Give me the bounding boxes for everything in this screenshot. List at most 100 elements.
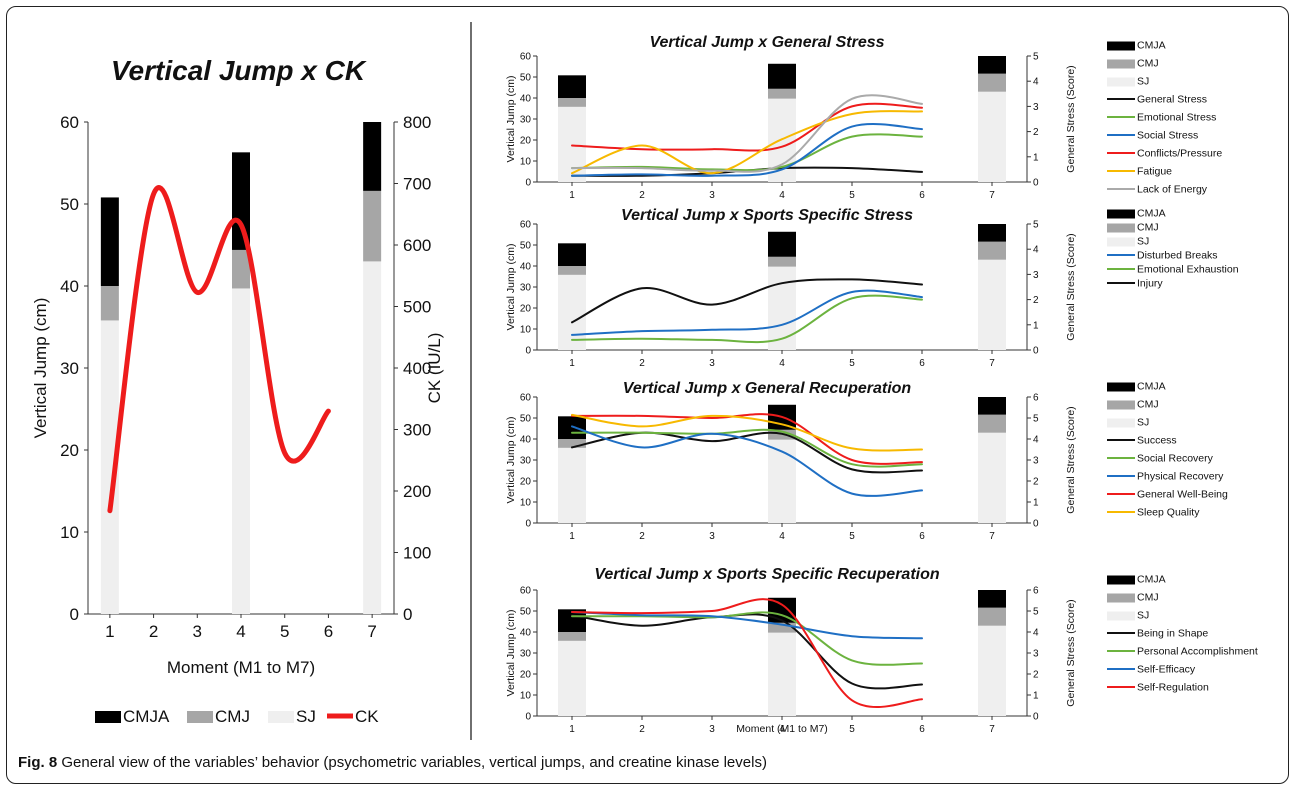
legend-swatch-sj — [1107, 611, 1135, 621]
y-axis-title: Vertical Jump (cm) — [505, 610, 517, 697]
y2-tick-label: 700 — [403, 174, 431, 193]
y-tick-label: 30 — [520, 283, 532, 294]
legend-label: CMJ — [1137, 399, 1159, 411]
legend-label: Lack of Energy — [1137, 184, 1208, 196]
y2-tick-label: 500 — [403, 297, 431, 316]
caption-label: Fig. 8 — [18, 754, 58, 771]
y-tick-label: 40 — [520, 262, 532, 273]
x-tick-label: 5 — [849, 531, 855, 542]
y2-axis-title: General Stress (Score) — [1065, 599, 1077, 706]
x-tick-label: 4 — [779, 190, 785, 201]
legend-swatch-cmj — [187, 711, 213, 723]
bar-cmja-m4 — [768, 231, 796, 257]
bar-cmj-m1 — [558, 266, 586, 275]
bar-cmja-m1 — [558, 609, 586, 632]
y-axis-title: Vertical Jump (cm) — [505, 244, 517, 331]
legend-label: CMJA — [1137, 40, 1166, 52]
bar-sj-m4 — [768, 632, 796, 716]
y-tick-label: 60 — [60, 113, 79, 132]
x-tick-label: 3 — [709, 724, 715, 735]
legend-swatch-cmja — [1107, 382, 1135, 392]
legend-swatch-cmja — [1107, 575, 1135, 585]
bar-cmja-m4 — [232, 152, 250, 250]
bar-cmja-m7 — [978, 590, 1006, 608]
x-tick-label: 7 — [989, 531, 995, 542]
y2-tick-label: 6 — [1033, 586, 1039, 597]
y2-tick-label: 0 — [403, 605, 412, 624]
bar-cmja-m1 — [558, 75, 586, 98]
bar-sj-m4 — [768, 266, 796, 350]
y-tick-label: 10 — [520, 691, 532, 702]
bar-cmja-m7 — [363, 122, 382, 191]
x-tick-label: 6 — [919, 358, 925, 369]
y-tick-label: 10 — [520, 157, 532, 168]
chart-legend: CMJA CMJ SJ Being in Shape Personal Accompli… — [1107, 574, 1258, 694]
legend-swatch-sj — [1107, 77, 1135, 87]
x-tick-label: 5 — [849, 190, 855, 201]
x-tick-label: 3 — [193, 622, 202, 641]
bar-cmj-m4 — [768, 88, 796, 99]
legend-label: Being in Shape — [1137, 628, 1208, 640]
legend-label: CMJA — [1137, 208, 1166, 220]
bar-sj-m4 — [232, 288, 250, 614]
y-tick-label: 20 — [520, 304, 532, 315]
y2-tick-label: 5 — [1033, 52, 1039, 63]
bar-cmj-m7 — [978, 414, 1006, 433]
y-tick-label: 20 — [520, 670, 532, 681]
y-tick-label: 0 — [525, 346, 531, 357]
x-tick-label: 1 — [569, 724, 575, 735]
legend-label: CMJ — [1137, 222, 1159, 234]
y-tick-label: 40 — [520, 94, 532, 105]
chart-legend: CMJA CMJ SJ Disturbed Breaks Emotional Exhau… — [1107, 208, 1239, 290]
y2-tick-label: 3 — [1033, 649, 1039, 660]
x-tick-label: 6 — [919, 531, 925, 542]
legend-swatch-cmj — [1107, 59, 1135, 69]
chart-legend: CMJA CMJ SJ Success Social Recovery Physical … — [1107, 381, 1228, 519]
chart-title: Vertical Jump x Sports Specific Recupera… — [594, 566, 940, 583]
y2-tick-label: 1 — [1033, 691, 1039, 702]
y-tick-label: 20 — [60, 441, 79, 460]
x-tick-label: 7 — [989, 724, 995, 735]
legend-swatch-cmj — [1107, 593, 1135, 603]
legend-swatch-sj — [1107, 237, 1135, 247]
y-tick-label: 60 — [520, 586, 532, 597]
legend-label: SJ — [1137, 610, 1149, 622]
x-tick-label: 2 — [639, 358, 645, 369]
x-tick-label: 7 — [989, 190, 995, 201]
series-line-fatigue — [571, 110, 923, 175]
legend-label: Injury — [1137, 278, 1163, 290]
legend-swatch-sj — [268, 711, 294, 723]
y2-tick-label: 0 — [1033, 519, 1039, 530]
legend-label: Emotional Stress — [1137, 112, 1216, 124]
series-line-ck — [107, 185, 331, 514]
bar-cmj-m4 — [768, 622, 796, 633]
bar-cmj-m4 — [232, 249, 250, 289]
y2-tick-label: 400 — [403, 359, 431, 378]
chart-title: Vertical Jump x General Stress — [649, 34, 884, 51]
y-tick-label: 10 — [520, 498, 532, 509]
caption-text: General view of the variables’ behavior … — [57, 754, 767, 771]
chart-ssr: Vertical Jump x Sports Specific Recupera… — [505, 566, 1258, 735]
y2-tick-label: 5 — [1033, 607, 1039, 618]
bar-cmja-m1 — [558, 416, 586, 439]
legend-label: Personal Accomplishment — [1137, 646, 1258, 658]
x-tick-label: 5 — [849, 358, 855, 369]
bar-sj-m4 — [768, 439, 796, 523]
legend-label: CK — [355, 707, 379, 726]
x-tick-label: 6 — [919, 724, 925, 735]
legend-label: Emotional Exhaustion — [1137, 264, 1239, 276]
y2-tick-label: 3 — [1033, 270, 1039, 281]
y-tick-label: 30 — [60, 359, 79, 378]
legend-label: SJ — [1137, 76, 1149, 88]
y-tick-label: 50 — [520, 73, 532, 84]
x-tick-label: 2 — [639, 531, 645, 542]
bar-cmja-m4 — [768, 63, 796, 89]
bar-cmja-m7 — [978, 56, 1006, 74]
legend-swatch-cmj — [1107, 223, 1135, 233]
y2-tick-label: 200 — [403, 482, 431, 501]
y-tick-label: 0 — [70, 605, 79, 624]
x-tick-label: 2 — [639, 724, 645, 735]
legend-label: CMJ — [215, 707, 250, 726]
figure-frame — [6, 6, 1289, 784]
